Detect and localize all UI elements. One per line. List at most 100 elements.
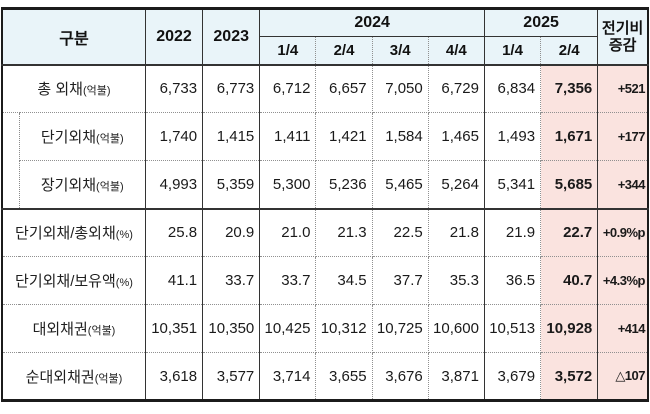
table-body: 총 외채(억불) 6,733 6,773 6,712 6,657 7,050 6,729 6,… — [2, 64, 648, 401]
row-label: 대외채권(억불) — [2, 304, 146, 353]
row-label-text: 단기외채/보유액 — [15, 273, 116, 290]
quarter-header-2024-q1: 1/4 — [259, 36, 317, 66]
value-cell: 10,312 — [315, 304, 373, 353]
row-label-unit: (억불) — [87, 325, 116, 337]
value-cell: 6,712 — [259, 64, 317, 113]
value-cell: 20.9 — [202, 208, 261, 257]
row-label-text: 단기외채 — [40, 129, 97, 146]
row-label-unit: (%) — [115, 277, 133, 289]
value-cell: 40.7 — [540, 256, 599, 305]
value-cell: 3,618 — [145, 352, 204, 401]
value-cell: 5,359 — [202, 160, 261, 210]
value-cell: 1,740 — [145, 112, 204, 161]
value-cell: 7,356 — [540, 64, 599, 113]
value-cell: 33.7 — [202, 256, 261, 305]
row-label-unit: (%) — [115, 229, 133, 242]
value-cell: 22.5 — [372, 208, 429, 257]
value-cell: 5,300 — [259, 160, 317, 210]
row-label-unit: (억불) — [94, 372, 123, 385]
row-label-text: 장기외채 — [40, 176, 97, 194]
value-cell: 10,600 — [428, 304, 485, 353]
value-cell: 22.7 — [540, 208, 599, 257]
change-header-line1: 전기비 — [601, 19, 644, 37]
year-group-2025: 2025 — [484, 8, 599, 37]
value-cell: 21.0 — [259, 208, 317, 257]
value-cell: 1,415 — [202, 112, 261, 161]
change-value-cell: +521 — [597, 64, 648, 113]
row-label-text: 총 외채 — [37, 81, 83, 99]
value-cell: 5,685 — [540, 160, 599, 210]
header-row-top: 구분 2022 2023 2024 2025 전기비 증감 — [2, 8, 648, 66]
row-label-unit: (억불) — [96, 180, 124, 193]
table-row: 장기외채(억불) 4,993 5,359 5,300 5,236 5,465 5,264 5,… — [2, 160, 648, 210]
value-cell: 3,655 — [315, 352, 373, 401]
value-cell: 4,993 — [145, 160, 204, 210]
value-cell: 36.5 — [484, 256, 542, 305]
row-label: 단기외채/보유액(%) — [2, 256, 146, 305]
table-row: 대외채권(억불) 10,351 10,350 10,425 10,312 10,725 10… — [2, 304, 648, 353]
value-cell: 33.7 — [259, 256, 317, 305]
value-cell: 6,729 — [428, 64, 485, 113]
quarter-header-2024-q2: 2/4 — [315, 36, 373, 66]
value-cell: 5,236 — [315, 160, 373, 210]
change-header: 전기비 증감 — [597, 8, 648, 66]
table-row: 단기외채/총외채(%) 25.8 20.9 21.0 21.3 22.5 21.8 21.9 2… — [2, 208, 648, 257]
row-label-unit: (억불) — [96, 133, 124, 145]
external-debt-table: 구분 2022 2023 2024 2025 전기비 증감 1/4 2/4 3/… — [1, 7, 649, 402]
value-cell: 41.1 — [145, 256, 204, 305]
value-cell: 21.8 — [428, 208, 485, 257]
value-cell: 5,264 — [428, 160, 485, 210]
row-label: 단기외채(억불) — [19, 112, 146, 161]
row-label-text: 대외채권 — [32, 321, 88, 338]
value-cell: 10,425 — [259, 304, 317, 353]
indent-spacer — [2, 112, 20, 210]
quarter-header-2025-q1: 1/4 — [484, 36, 542, 66]
change-value-cell: +414 — [597, 304, 648, 353]
value-cell: 1,493 — [484, 112, 542, 161]
row-label: 장기외채(억불) — [19, 160, 146, 210]
year-header-2023: 2023 — [202, 8, 261, 66]
value-cell: 6,657 — [315, 64, 373, 113]
value-cell: 6,733 — [145, 64, 204, 113]
value-cell: 3,679 — [484, 352, 542, 401]
change-value-cell: +177 — [597, 112, 648, 161]
value-cell: 37.7 — [372, 256, 429, 305]
change-header-line2: 증감 — [608, 36, 637, 54]
row-label: 단기외채/총외채(%) — [2, 208, 146, 257]
table-row: 총 외채(억불) 6,733 6,773 6,712 6,657 7,050 6,729 6,… — [2, 64, 648, 113]
value-cell: 6,773 — [202, 64, 261, 113]
value-cell: 5,341 — [484, 160, 542, 210]
value-cell: 10,351 — [145, 304, 204, 353]
value-cell: 3,577 — [202, 352, 261, 401]
table-header: 구분 2022 2023 2024 2025 전기비 증감 1/4 2/4 3/… — [2, 8, 648, 66]
value-cell: 10,513 — [484, 304, 542, 353]
row-label-unit: (억불) — [82, 85, 111, 98]
change-value-cell: △107 — [597, 352, 648, 401]
value-cell: 3,871 — [428, 352, 485, 401]
value-cell: 3,572 — [540, 352, 599, 401]
change-value-cell: +4.3%p — [597, 256, 648, 305]
row-label-text: 단기외채/총외채 — [15, 225, 116, 243]
table-row: 단기외채/보유액(%) 41.1 33.7 33.7 34.5 37.7 35.3 36.5 4… — [2, 256, 648, 305]
value-cell: 1,671 — [540, 112, 599, 161]
row-label: 총 외채(억불) — [2, 64, 146, 113]
quarter-header-2024-q4: 4/4 — [428, 36, 485, 66]
quarter-header-2025-q2: 2/4 — [540, 36, 599, 66]
quarter-header-2024-q3: 3/4 — [372, 36, 429, 66]
change-value-cell: +344 — [597, 160, 648, 210]
table-row: 단기외채(억불) 1,740 1,415 1,411 1,421 1,584 1,465 1,… — [2, 112, 648, 210]
row-label: 순대외채권(억불) — [2, 352, 146, 401]
value-cell: 10,350 — [202, 304, 261, 353]
value-cell: 3,676 — [372, 352, 429, 401]
value-cell: 1,584 — [372, 112, 429, 161]
year-group-2024: 2024 — [259, 8, 485, 37]
value-cell: 5,465 — [372, 160, 429, 210]
table-row: 순대외채권(억불) 3,618 3,577 3,714 3,655 3,676 3,871 3… — [2, 352, 648, 401]
value-cell: 35.3 — [428, 256, 485, 305]
header-row-quarters: 1/4 2/4 3/4 4/4 1/4 2/4 — [2, 36, 648, 66]
value-cell: 1,465 — [428, 112, 485, 161]
change-value-cell: +0.9%p — [597, 208, 648, 257]
value-cell: 25.8 — [145, 208, 204, 257]
value-cell: 1,411 — [259, 112, 317, 161]
